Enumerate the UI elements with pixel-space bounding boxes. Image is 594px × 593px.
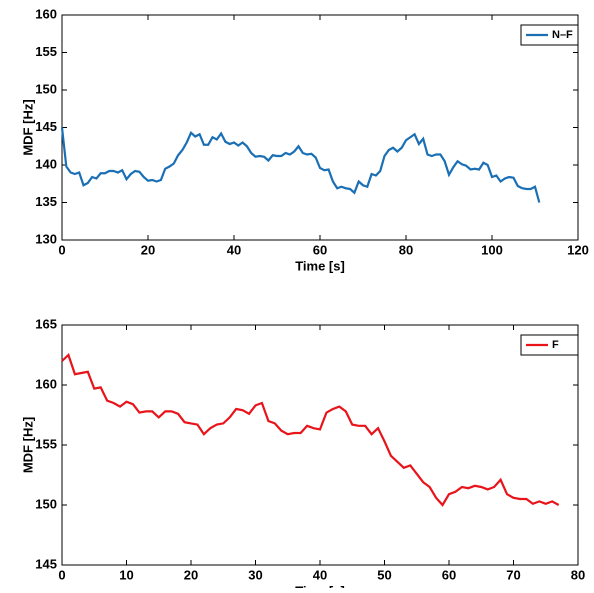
- x-tick-label: 40: [227, 242, 241, 257]
- x-tick-label: 30: [248, 567, 262, 582]
- y-tick-label: 160: [35, 376, 57, 391]
- axes-box: [61, 14, 579, 241]
- data-line: [60, 127, 541, 203]
- x-tick-label: 80: [571, 567, 585, 582]
- y-tick-label: 155: [35, 44, 57, 59]
- legend-label: F: [552, 339, 559, 351]
- x-tick-label: 80: [399, 242, 413, 257]
- legend-label: N–F: [552, 29, 573, 41]
- y-axis-label: MDF [Hz]: [20, 417, 35, 473]
- y-tick-label: 150: [35, 496, 57, 511]
- x-tick-label: 20: [141, 242, 155, 257]
- y-tick-label: 145: [35, 556, 57, 571]
- y-tick-label: 150: [35, 81, 57, 96]
- x-tick-label: 10: [119, 567, 133, 582]
- x-tick-label: 50: [377, 567, 391, 582]
- x-tick-label: 20: [184, 567, 198, 582]
- x-axis-label: Time [s]: [295, 583, 345, 588]
- y-tick-label: 145: [35, 119, 57, 134]
- x-tick-label: 0: [58, 567, 65, 582]
- y-tick-label: 160: [35, 6, 57, 21]
- x-tick-label: 100: [481, 242, 503, 257]
- y-tick-label: 135: [35, 194, 57, 209]
- x-tick-label: 40: [313, 567, 327, 582]
- y-tick-label: 165: [35, 316, 57, 331]
- x-tick-label: 60: [442, 567, 456, 582]
- x-tick-label: 0: [58, 242, 65, 257]
- x-tick-label: 60: [313, 242, 327, 257]
- axes-box: [61, 324, 579, 566]
- x-tick-label: 120: [567, 242, 589, 257]
- legend-box: [520, 334, 579, 356]
- y-tick-label: 140: [35, 156, 57, 171]
- legend-box: [520, 24, 579, 46]
- y-tick-label: 155: [35, 436, 57, 451]
- y-axis-label: MDF [Hz]: [20, 99, 35, 155]
- x-tick-label: 70: [506, 567, 520, 582]
- y-tick-label: 130: [35, 231, 57, 246]
- x-axis-label: Time [s]: [295, 258, 345, 273]
- data-line: [61, 353, 560, 507]
